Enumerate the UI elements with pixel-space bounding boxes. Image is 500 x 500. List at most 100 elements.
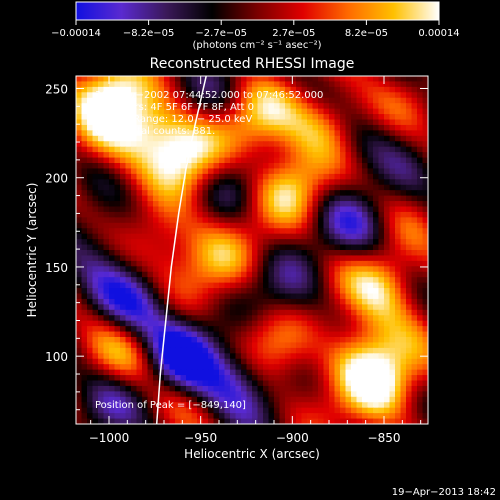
heatmap-cell — [296, 293, 303, 300]
heatmap-cell — [125, 380, 132, 387]
heatmap-cell — [92, 103, 99, 110]
heatmap-cell — [257, 124, 264, 131]
heatmap-cell — [312, 266, 319, 273]
heatmap-cell — [312, 380, 319, 387]
heatmap-cell — [241, 255, 248, 262]
heatmap-cell — [257, 266, 264, 273]
heatmap-cell — [373, 358, 380, 365]
heatmap-cell — [389, 195, 396, 202]
heatmap-cell — [301, 179, 308, 186]
heatmap-cell — [103, 97, 110, 104]
heatmap-cell — [114, 195, 121, 202]
heatmap-cell — [274, 407, 281, 414]
heatmap-cell — [345, 130, 352, 137]
heatmap-cell — [422, 173, 428, 180]
heatmap-cell — [290, 157, 297, 164]
heatmap-cell — [279, 293, 286, 300]
heatmap-cell — [395, 233, 402, 240]
heatmap-cell — [252, 266, 259, 273]
heatmap-cell — [147, 81, 154, 88]
heatmap-cell — [323, 347, 330, 354]
heatmap-cell — [125, 331, 132, 338]
heatmap-cell — [307, 369, 314, 376]
heatmap-cell — [274, 206, 281, 213]
heatmap-cell — [219, 266, 226, 273]
heatmap-cell — [191, 184, 198, 191]
heatmap-cell — [312, 141, 319, 148]
heatmap-cell — [268, 347, 275, 354]
heatmap-cell — [158, 211, 165, 218]
heatmap-cell — [323, 293, 330, 300]
heatmap-cell — [76, 114, 83, 121]
heatmap-cell — [131, 163, 138, 170]
heatmap-cell — [252, 380, 259, 387]
heatmap-cell — [202, 347, 209, 354]
heatmap-cell — [312, 168, 319, 175]
heatmap-cell — [384, 157, 391, 164]
heatmap-cell — [246, 201, 253, 208]
heatmap-cell — [268, 385, 275, 392]
heatmap-cell — [169, 135, 176, 142]
heatmap-cell — [285, 190, 292, 197]
heatmap-cell — [318, 211, 325, 218]
heatmap-cell — [125, 402, 132, 409]
heatmap-cell — [400, 201, 407, 208]
heatmap-cell — [114, 173, 121, 180]
heatmap-cell — [98, 190, 105, 197]
heatmap-cell — [296, 206, 303, 213]
heatmap-cell — [301, 233, 308, 240]
heatmap-cell — [329, 342, 336, 349]
heatmap-cell — [230, 413, 237, 420]
heatmap-cell — [312, 228, 319, 235]
colorbar-units: (photons cm⁻² s⁻¹ asec⁻²) — [192, 40, 321, 51]
heatmap-cell — [158, 146, 165, 153]
heatmap-cell — [411, 152, 418, 159]
heatmap-cell — [197, 168, 204, 175]
heatmap-cell — [373, 244, 380, 251]
heatmap-cell — [406, 337, 413, 344]
heatmap-cell — [417, 298, 424, 305]
heatmap-cell — [175, 293, 182, 300]
heatmap-cell — [230, 206, 237, 213]
heatmap-cell — [323, 103, 330, 110]
heatmap-cell — [411, 369, 418, 376]
heatmap-cell — [263, 304, 270, 311]
heatmap-cell — [109, 119, 116, 126]
heatmap-cell — [257, 201, 264, 208]
heatmap-cell — [114, 146, 121, 153]
heatmap-cell — [81, 119, 88, 126]
heatmap-cell — [241, 124, 248, 131]
heatmap-cell — [373, 282, 380, 289]
heatmap-cell — [76, 179, 83, 186]
heatmap-cell — [389, 239, 396, 246]
heatmap-cell — [373, 195, 380, 202]
heatmap-cell — [87, 298, 94, 305]
heatmap-cell — [395, 211, 402, 218]
heatmap-cell — [136, 250, 143, 257]
heatmap-cell — [307, 173, 314, 180]
heatmap-cell — [384, 342, 391, 349]
heatmap-cell — [158, 407, 165, 414]
heatmap-cell — [87, 86, 94, 93]
heatmap-cell — [81, 206, 88, 213]
heatmap-cell — [290, 260, 297, 267]
heatmap-cell — [367, 347, 374, 354]
heatmap-cell — [290, 315, 297, 322]
heatmap-cell — [230, 277, 237, 284]
heatmap-cell — [263, 211, 270, 218]
heatmap-cell — [230, 271, 237, 278]
heatmap-cell — [241, 222, 248, 229]
heatmap-cell — [197, 347, 204, 354]
heatmap-cell — [340, 347, 347, 354]
heatmap-cell — [136, 293, 143, 300]
heatmap-cell — [175, 141, 182, 148]
heatmap-cell — [230, 163, 237, 170]
heatmap-cell — [175, 173, 182, 180]
heatmap-cell — [356, 76, 363, 83]
heatmap-cell — [312, 353, 319, 360]
heatmap-cell — [263, 347, 270, 354]
heatmap-cell — [257, 76, 264, 83]
heatmap-cell — [340, 201, 347, 208]
heatmap-cell — [334, 124, 341, 131]
heatmap-cell — [125, 391, 132, 398]
